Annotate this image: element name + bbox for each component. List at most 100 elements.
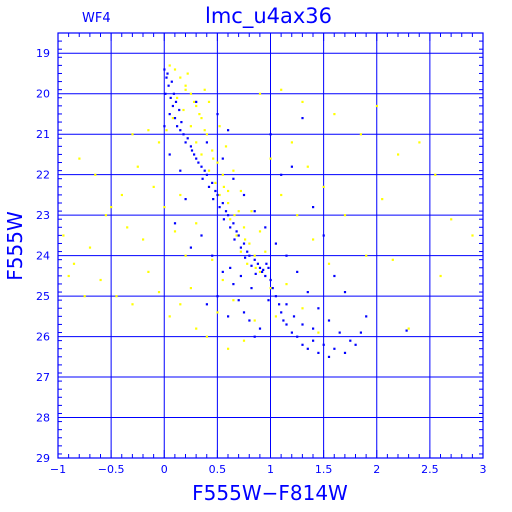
- blue-star-point: [229, 226, 232, 229]
- yellow-star-point: [306, 165, 309, 168]
- blue-star-point: [239, 246, 242, 249]
- blue-star-point: [205, 173, 208, 176]
- blue-star-point: [274, 242, 277, 245]
- blue-star-point: [312, 339, 315, 342]
- y-tick-label: 21: [36, 128, 50, 141]
- blue-star-point: [232, 222, 235, 225]
- yellow-star-point: [280, 193, 283, 197]
- yellow-star-point: [450, 218, 453, 221]
- yellow-star-point: [381, 198, 384, 201]
- blue-star-point: [264, 274, 267, 278]
- yellow-star-point: [211, 258, 214, 261]
- yellow-star-point: [248, 242, 251, 245]
- grid-lines: [58, 33, 483, 458]
- blue-star-point: [256, 262, 259, 265]
- y-tick-label: 26: [36, 331, 50, 344]
- yellow-star-point: [407, 327, 410, 330]
- blue-star-point: [285, 323, 288, 326]
- yellow-star-point: [237, 210, 240, 213]
- blue-star-point: [290, 165, 293, 168]
- blue-star-point: [197, 161, 200, 164]
- blue-star-point: [229, 266, 232, 269]
- yellow-star-point: [207, 169, 211, 172]
- blue-star-point: [189, 246, 192, 249]
- blue-star-point: [365, 315, 368, 318]
- yellow-star-point: [391, 258, 394, 261]
- blue-star-point: [235, 230, 238, 233]
- blue-star-point: [250, 287, 253, 290]
- blue-star-point: [242, 193, 246, 197]
- yellow-star-point: [218, 125, 221, 128]
- blue-star-point: [301, 343, 304, 346]
- yellow-star-point: [152, 185, 155, 188]
- yellow-star-point: [142, 238, 145, 241]
- blue-star-point: [222, 218, 225, 221]
- blue-star-point: [186, 137, 189, 140]
- yellow-star-point: [375, 104, 378, 108]
- chart-title: lmc_u4ax36: [205, 4, 332, 29]
- yellow-star-point: [136, 165, 139, 168]
- yellow-star-point: [232, 299, 235, 302]
- x-tick-label: −1: [50, 463, 66, 476]
- blue-star-point: [322, 234, 325, 237]
- yellow-star-point: [227, 347, 230, 350]
- blue-star-point: [282, 319, 285, 322]
- yellow-star-point: [250, 210, 253, 213]
- blue-star-point: [317, 351, 320, 354]
- blue-star-point: [242, 311, 246, 314]
- yellow-star-point: [179, 303, 182, 306]
- yellow-star-point: [195, 141, 198, 144]
- tick-labels: −1 −0.5 0 0.5 1 1.5 2 2.5 3 19 20 21 22 23 24 25 26 27 28 2…: [36, 47, 487, 476]
- blue-star-point: [296, 270, 299, 273]
- blue-star-point: [178, 108, 181, 112]
- yellow-star-point: [222, 185, 225, 188]
- yellow-star-point: [333, 113, 336, 116]
- blue-star-point: [166, 72, 169, 75]
- blue-star-point: [267, 299, 270, 302]
- yellow-star-point: [258, 230, 262, 233]
- blue-star-point: [349, 339, 352, 342]
- yellow-star-point: [254, 266, 257, 269]
- yellow-star-point: [434, 173, 437, 176]
- blue-star-point: [218, 206, 221, 209]
- blue-star-point: [216, 295, 219, 298]
- blue-star-point: [232, 283, 235, 286]
- yellow-star-point: [253, 319, 256, 322]
- yellow-star-point: [242, 339, 246, 342]
- blue-star-point: [193, 153, 196, 156]
- yellow-star-point: [239, 250, 242, 253]
- blue-star-point: [168, 153, 171, 156]
- yellow-star-point: [115, 295, 118, 298]
- blue-star-point: [227, 129, 230, 132]
- yellow-star-point: [301, 100, 304, 103]
- blue-star-point: [211, 181, 214, 184]
- x-tick-label: 2.5: [421, 463, 439, 476]
- yellow-star-point: [296, 214, 299, 217]
- blue-star-point: [267, 266, 270, 269]
- blue-star-point: [207, 185, 211, 188]
- yellow-star-point: [184, 84, 187, 87]
- yellow-star-point: [67, 274, 70, 278]
- blue-star-point: [301, 323, 304, 326]
- blue-star-point: [258, 327, 262, 330]
- blue-star-point: [296, 335, 299, 338]
- yellow-star-point: [397, 153, 400, 156]
- blue-star-point: [333, 347, 336, 350]
- yellow-star-point: [184, 88, 187, 91]
- blue-star-point: [343, 291, 347, 294]
- blue-star-point: [264, 226, 267, 229]
- yellow-star-point: [163, 206, 166, 209]
- blue-star-point: [254, 272, 257, 275]
- y-tick-label: 23: [36, 209, 50, 222]
- blue-star-point: [216, 113, 219, 116]
- yellow-star-point: [253, 254, 256, 257]
- yellow-star-point: [83, 295, 86, 298]
- yellow-star-point: [214, 181, 217, 184]
- yellow-star-point: [147, 270, 150, 273]
- yellow-star-point: [131, 303, 134, 306]
- yellow-star-point: [229, 218, 232, 221]
- yellow-star-point: [211, 149, 214, 152]
- blue-star-point: [184, 198, 187, 201]
- yellow-star-point: [322, 185, 325, 188]
- blue-star-point: [269, 133, 272, 136]
